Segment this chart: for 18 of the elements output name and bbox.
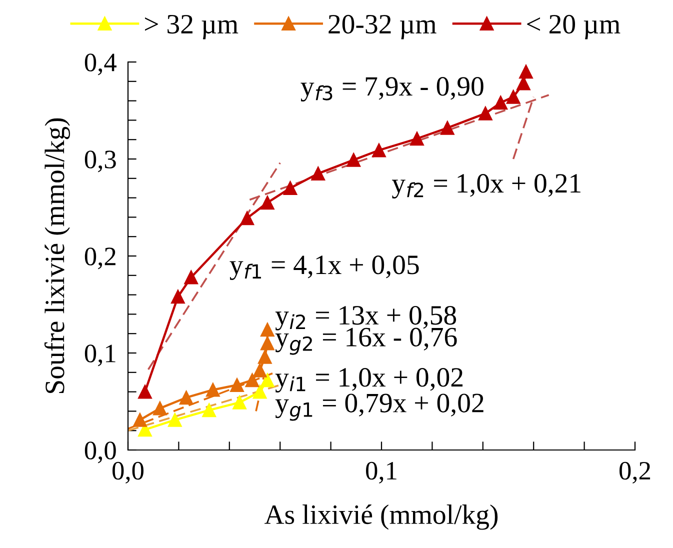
y-tick-label: 0,1	[84, 344, 116, 366]
x-tick-label: 0,0	[112, 462, 144, 484]
legend-label: 20-32 µm	[328, 14, 436, 40]
y-tick-label: 0,4	[84, 54, 116, 76]
annotation: y$_{f2}$ = 1,0x + 0,21	[392, 174, 580, 198]
y-tick-label: 0,0	[84, 442, 116, 464]
y-tick-label: 0,2	[84, 248, 116, 270]
y-axis-title: Soufre lixivié (mmol/kg)	[44, 118, 70, 394]
legend-label: < 20 µm	[527, 14, 620, 40]
x-axis-title: As lixivié (mmol/kg)	[264, 504, 498, 530]
annotation: y$_{f1}$ = 4,1x + 0,05	[230, 256, 419, 280]
legend-label: > 32 µm	[145, 14, 238, 40]
x-tick-label: 0,1	[366, 462, 396, 484]
x-tick-label: 0,2	[620, 462, 650, 484]
y-tick-label: 0,3	[84, 150, 116, 172]
annotation: y$_{i1}$ = 1,0x + 0,02	[275, 368, 463, 392]
annotation: y$_{f3}$ = 7,9x - 0,90	[300, 77, 484, 102]
annotation: y$_{g1}$ = 0,79x + 0,02	[275, 394, 484, 421]
